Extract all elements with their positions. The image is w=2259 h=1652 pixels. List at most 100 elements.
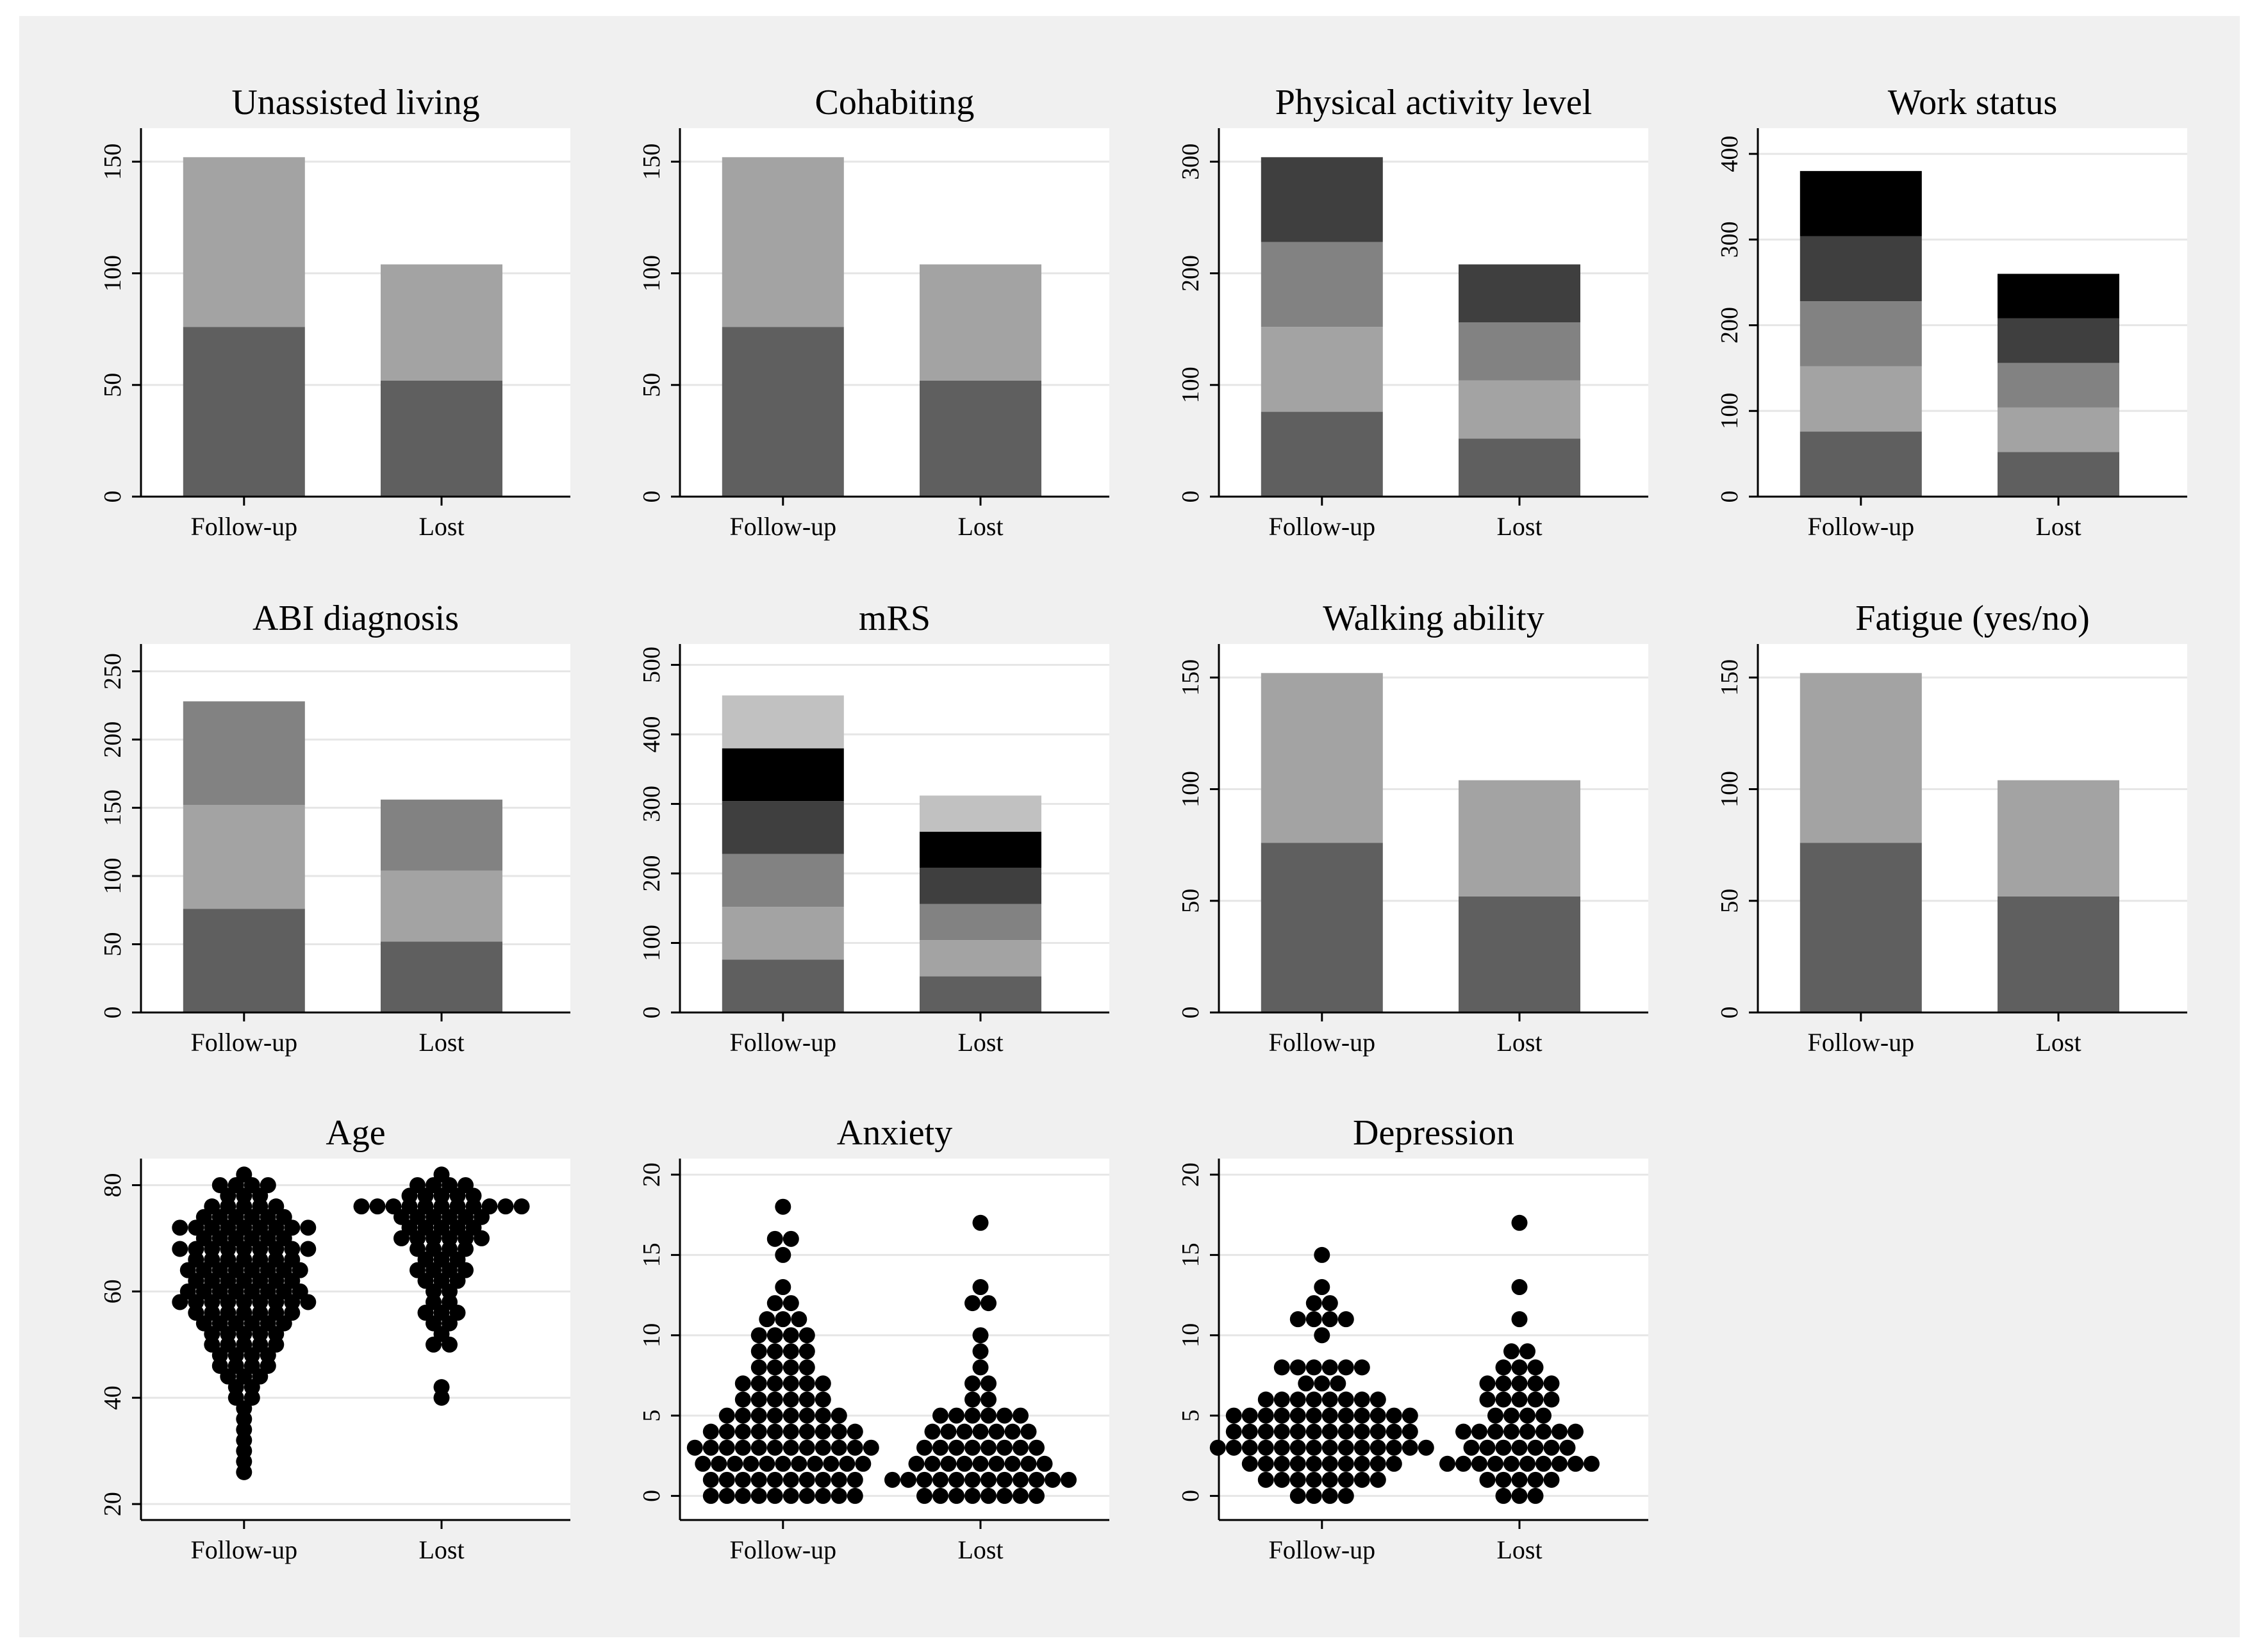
panel-anxiety-point-follow-up bbox=[831, 1487, 847, 1504]
panel-cohabiting-bar-follow-up-seg1 bbox=[722, 327, 844, 497]
panel-anxiety-point-follow-up bbox=[766, 1407, 783, 1424]
panel-anxiety-point-follow-up bbox=[815, 1439, 831, 1456]
panel-anxiety-point-follow-up bbox=[831, 1423, 847, 1440]
panel-anxiety-point-lost bbox=[1013, 1471, 1029, 1488]
panel-anxiety-point-follow-up bbox=[766, 1343, 783, 1360]
panel-anxiety-point-follow-up bbox=[831, 1407, 847, 1424]
panel-depression-point-lost bbox=[1552, 1423, 1568, 1440]
panel-depression-point-follow-up bbox=[1321, 1407, 1338, 1424]
panel-anxiety-point-follow-up bbox=[839, 1455, 856, 1472]
panel-anxiety-y-tick-label: 20 bbox=[638, 1162, 665, 1187]
panel-depression-point-follow-up bbox=[1369, 1455, 1386, 1472]
panel-depression-point-follow-up bbox=[1305, 1471, 1322, 1488]
panel-depression-point-lost bbox=[1471, 1423, 1487, 1440]
panel-abi-diagnosis-x-label-follow-up: Follow-up bbox=[190, 1028, 297, 1057]
panel-depression-point-follow-up bbox=[1273, 1423, 1290, 1440]
panel-abi-diagnosis-y-tick-label: 150 bbox=[99, 789, 126, 826]
panel-depression-point-follow-up bbox=[1289, 1471, 1306, 1488]
panel-anxiety-point-follow-up bbox=[775, 1198, 791, 1215]
panel-anxiety-point-lost bbox=[964, 1391, 981, 1408]
panel-anxiety-point-lost bbox=[972, 1327, 989, 1344]
panel-cohabiting: 0 50 100 150 Follow-up Lost Cohabiting bbox=[638, 83, 1109, 541]
panel-depression-point-follow-up bbox=[1273, 1471, 1290, 1488]
panel-age-title: Age bbox=[326, 1113, 385, 1153]
panel-physical-activity-level-bar-lost-seg3 bbox=[1459, 322, 1580, 381]
panel-fatigue-yes-no-bar-lost-seg2 bbox=[1998, 780, 2119, 896]
panel-anxiety-point-follow-up bbox=[799, 1391, 815, 1408]
panel-depression-point-lost bbox=[1479, 1391, 1496, 1408]
panel-anxiety-point-lost bbox=[972, 1455, 989, 1472]
panel-mrs-bar-lost-seg1 bbox=[920, 976, 1041, 1012]
panel-anxiety-point-follow-up bbox=[759, 1311, 775, 1328]
panel-anxiety-point-follow-up bbox=[750, 1359, 767, 1376]
panel-depression-point-follow-up bbox=[1337, 1391, 1354, 1408]
panel-anxiety-point-follow-up bbox=[718, 1487, 735, 1504]
panel-anxiety-point-lost bbox=[932, 1487, 948, 1504]
panel-abi-diagnosis-bar-follow-up-seg3 bbox=[183, 701, 305, 805]
panel-anxiety-point-follow-up bbox=[799, 1359, 815, 1376]
panel-anxiety-point-follow-up bbox=[750, 1375, 767, 1392]
panel-anxiety-point-follow-up bbox=[799, 1343, 815, 1360]
panel-depression-point-lost bbox=[1519, 1407, 1535, 1424]
panel-anxiety-point-follow-up bbox=[775, 1246, 791, 1263]
panel-anxiety-point-follow-up bbox=[711, 1455, 727, 1472]
panel-work-status-bar-lost-seg1 bbox=[1998, 452, 2119, 497]
panel-anxiety-point-follow-up bbox=[782, 1439, 799, 1456]
panel-anxiety-point-follow-up bbox=[702, 1487, 719, 1504]
panel-age-point-follow-up bbox=[300, 1241, 317, 1257]
panel-depression-point-lost bbox=[1503, 1455, 1519, 1472]
panel-anxiety-point-follow-up bbox=[847, 1487, 863, 1504]
panel-work-status-bar-follow-up-seg1 bbox=[1800, 431, 1922, 497]
panel-anxiety-point-lost bbox=[908, 1455, 925, 1472]
panel-walking-ability-x-label-follow-up: Follow-up bbox=[1268, 1028, 1375, 1057]
panel-work-status-y-tick-label: 300 bbox=[1716, 221, 1743, 258]
panel-depression-point-follow-up bbox=[1257, 1439, 1274, 1456]
panel-anxiety-point-lost bbox=[964, 1439, 981, 1456]
panel-age-x-label-follow-up: Follow-up bbox=[190, 1535, 297, 1564]
panel-depression-point-lost bbox=[1495, 1391, 1512, 1408]
panel-anxiety-point-lost bbox=[1004, 1423, 1021, 1440]
panel-physical-activity-level-bar-lost-seg2 bbox=[1459, 380, 1580, 439]
panel-unassisted-living-bar-lost-seg2 bbox=[381, 264, 502, 381]
panel-depression-point-follow-up bbox=[1353, 1439, 1370, 1456]
panel-depression-point-follow-up bbox=[1225, 1439, 1242, 1456]
panel-anxiety-point-follow-up bbox=[766, 1295, 783, 1312]
panel-anxiety-point-lost bbox=[972, 1423, 989, 1440]
panel-depression-point-lost bbox=[1519, 1423, 1535, 1440]
panel-depression-point-follow-up bbox=[1402, 1407, 1418, 1424]
panel-fatigue-yes-no-y-tick-label: 50 bbox=[1716, 889, 1743, 913]
panel-anxiety-point-follow-up bbox=[734, 1471, 751, 1488]
panel-depression-point-lost bbox=[1439, 1455, 1455, 1472]
panel-anxiety-point-lost bbox=[972, 1343, 989, 1360]
panel-depression-point-follow-up bbox=[1337, 1359, 1354, 1376]
panel-anxiety-point-follow-up bbox=[766, 1439, 783, 1456]
panel-depression-point-follow-up bbox=[1321, 1391, 1338, 1408]
panel-anxiety-point-follow-up bbox=[766, 1423, 783, 1440]
panel-depression-point-follow-up bbox=[1386, 1423, 1402, 1440]
panel-depression-x-label-lost: Lost bbox=[1496, 1535, 1542, 1564]
panel-cohabiting-bar-lost-seg2 bbox=[920, 264, 1041, 381]
panel-anxiety-point-follow-up bbox=[734, 1423, 751, 1440]
panel-depression-point-lost bbox=[1495, 1471, 1512, 1488]
panel-anxiety-point-lost bbox=[884, 1471, 900, 1488]
panel-anxiety-point-follow-up bbox=[750, 1391, 767, 1408]
panel-depression-point-follow-up bbox=[1241, 1439, 1258, 1456]
panel-mrs-y-tick-label: 200 bbox=[638, 855, 665, 892]
panel-depression-point-lost bbox=[1495, 1439, 1512, 1456]
panel-age-point-lost bbox=[369, 1198, 386, 1215]
panel-depression-point-lost bbox=[1463, 1439, 1480, 1456]
panel-anxiety-point-lost bbox=[940, 1423, 957, 1440]
panel-depression-point-follow-up bbox=[1321, 1487, 1338, 1504]
panel-anxiety-point-lost bbox=[948, 1407, 964, 1424]
panel-age-point-follow-up bbox=[268, 1198, 285, 1215]
panel-physical-activity-level-x-label-follow-up: Follow-up bbox=[1268, 512, 1375, 541]
panel-depression-point-lost bbox=[1495, 1375, 1512, 1392]
panel-depression-point-follow-up bbox=[1273, 1391, 1290, 1408]
panel-anxiety-point-follow-up bbox=[750, 1471, 767, 1488]
panel-anxiety-point-follow-up bbox=[750, 1327, 767, 1344]
panel-anxiety-point-lost bbox=[981, 1407, 997, 1424]
panel-anxiety-point-follow-up bbox=[775, 1311, 791, 1328]
panel-mrs-y-tick-label: 400 bbox=[638, 716, 665, 753]
panel-anxiety-point-follow-up bbox=[766, 1375, 783, 1392]
panel-anxiety-point-lost bbox=[1004, 1455, 1021, 1472]
